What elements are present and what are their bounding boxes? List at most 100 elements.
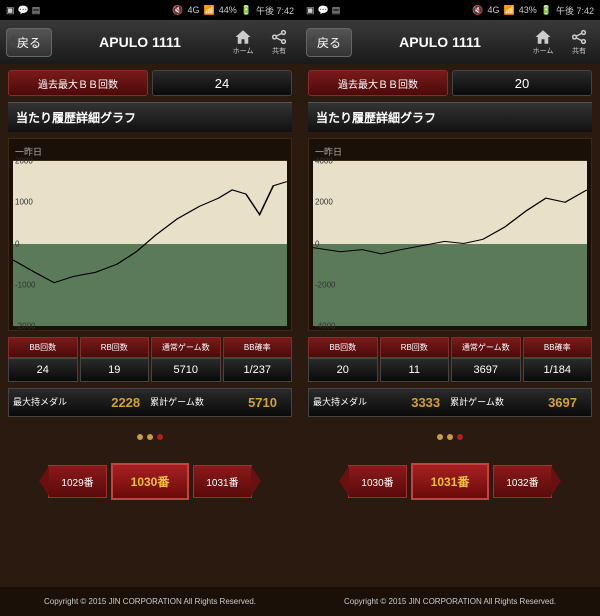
stat-value: 5710	[151, 358, 221, 382]
notif-icon: ▤	[332, 5, 341, 16]
stat-value: 3697	[451, 358, 521, 382]
stat-col: 通常ゲーム数 5710	[151, 337, 221, 382]
stat-col: BB確率 1/237	[223, 337, 293, 382]
next-machine-button[interactable]: 1032番	[493, 465, 551, 498]
mute-icon: 🔇	[172, 5, 183, 16]
signal-icon: 📶	[204, 5, 215, 16]
stat-header: BB確率	[523, 337, 593, 358]
notif-icon: 💬	[318, 5, 329, 16]
battery-label: 44%	[219, 5, 237, 15]
share-button[interactable]: 共有	[264, 28, 294, 56]
bb-max-value: 20	[452, 70, 592, 96]
bb-max-row: 過去最大ＢＢ回数 24	[8, 70, 292, 96]
page-dot[interactable]	[437, 434, 443, 440]
copyright: Copyright © 2015 JIN CORPORATION All Rig…	[300, 587, 600, 616]
stat-col: BB回数 20	[308, 337, 378, 382]
notif-icon: ▣	[6, 5, 15, 16]
page-dots	[8, 423, 292, 449]
stat-header: BB確率	[223, 337, 293, 358]
total-games-label: 累計ゲーム数	[150, 395, 204, 410]
chart-container: 一昨日 400020000-2000-4000	[308, 138, 592, 331]
section-title: 当たり履歴詳細グラフ	[8, 102, 292, 132]
signal-icon: 📶	[504, 5, 515, 16]
time-label: 午後 7:42	[256, 4, 294, 17]
nav-title: APULO 1111	[358, 34, 522, 50]
notif-icon: ▤	[32, 5, 41, 16]
battery-icon: 🔋	[241, 5, 252, 16]
status-bar: ▣ 💬 ▤ 🔇 4G 📶 43% 🔋 午後 7:42	[300, 0, 600, 20]
chart-container: 一昨日 200010000-1000-2000	[8, 138, 292, 331]
nav-bar: 戻る APULO 1111 ホーム 共有	[300, 20, 600, 64]
stat-col: BB確率 1/184	[523, 337, 593, 382]
copyright: Copyright © 2015 JIN CORPORATION All Rig…	[0, 587, 300, 616]
stat-header: BB回数	[8, 337, 78, 358]
back-button[interactable]: 戻る	[306, 28, 352, 57]
stat-value: 24	[8, 358, 78, 382]
stats-grid: BB回数 20 RB回数 11 通常ゲーム数 3697 BB確率 1/184	[308, 337, 592, 382]
stat-value: 11	[380, 358, 450, 382]
nav-title: APULO 1111	[58, 34, 222, 50]
medal-row: 最大持メダル 3333 累計ゲーム数 3697	[308, 388, 592, 417]
battery-icon: 🔋	[541, 5, 552, 16]
stat-value: 1/184	[523, 358, 593, 382]
network-label: 4G	[488, 5, 500, 15]
mute-icon: 🔇	[472, 5, 483, 16]
bb-max-label: 過去最大ＢＢ回数	[8, 70, 148, 96]
chart-period-label: 一昨日	[13, 143, 287, 161]
stat-header: RB回数	[380, 337, 450, 358]
max-medal-label: 最大持メダル	[313, 395, 367, 410]
stats-grid: BB回数 24 RB回数 19 通常ゲーム数 5710 BB確率 1/237	[8, 337, 292, 382]
stat-header: 通常ゲーム数	[151, 337, 221, 358]
page-dot[interactable]	[137, 434, 143, 440]
bb-max-label: 過去最大ＢＢ回数	[308, 70, 448, 96]
stat-col: 通常ゲーム数 3697	[451, 337, 521, 382]
total-games-value: 3697	[548, 395, 577, 410]
page-dot[interactable]	[447, 434, 453, 440]
stat-value: 19	[80, 358, 150, 382]
prev-machine-button[interactable]: 1029番	[48, 465, 106, 498]
max-medal-label: 最大持メダル	[13, 395, 67, 410]
medal-row: 最大持メダル 2228 累計ゲーム数 5710	[8, 388, 292, 417]
share-button[interactable]: 共有	[564, 28, 594, 56]
current-machine[interactable]: 1031番	[411, 463, 490, 500]
battery-label: 43%	[519, 5, 537, 15]
status-bar: ▣ 💬 ▤ 🔇 4G 📶 44% 🔋 午後 7:42	[0, 0, 300, 20]
history-chart[interactable]: 400020000-2000-4000	[313, 161, 587, 326]
bb-max-value: 24	[152, 70, 292, 96]
time-label: 午後 7:42	[556, 4, 594, 17]
stat-header: 通常ゲーム数	[451, 337, 521, 358]
stat-header: BB回数	[308, 337, 378, 358]
section-title: 当たり履歴詳細グラフ	[308, 102, 592, 132]
phone-right: ▣ 💬 ▤ 🔇 4G 📶 43% 🔋 午後 7:42 戻る APULO 1111…	[300, 0, 600, 616]
notif-icon: 💬	[18, 5, 29, 16]
page-dot[interactable]	[457, 434, 463, 440]
home-button[interactable]: ホーム	[228, 28, 258, 56]
page-dots	[308, 423, 592, 449]
max-medal-value: 3333	[411, 395, 440, 410]
prev-machine-button[interactable]: 1030番	[348, 465, 406, 498]
stat-header: RB回数	[80, 337, 150, 358]
chart-period-label: 一昨日	[313, 143, 587, 161]
phone-left: ▣ 💬 ▤ 🔇 4G 📶 44% 🔋 午後 7:42 戻る APULO 1111…	[0, 0, 300, 616]
machine-nav: 1030番 1031番 1032番	[308, 455, 592, 508]
history-chart[interactable]: 200010000-1000-2000	[13, 161, 287, 326]
page-dot[interactable]	[147, 434, 153, 440]
max-medal-value: 2228	[111, 395, 140, 410]
machine-nav: 1029番 1030番 1031番	[8, 455, 292, 508]
back-button[interactable]: 戻る	[6, 28, 52, 57]
page-dot[interactable]	[157, 434, 163, 440]
stat-value: 1/237	[223, 358, 293, 382]
nav-bar: 戻る APULO 1111 ホーム 共有	[0, 20, 300, 64]
home-button[interactable]: ホーム	[528, 28, 558, 56]
stat-col: RB回数 11	[380, 337, 450, 382]
stat-col: BB回数 24	[8, 337, 78, 382]
notif-icon: ▣	[306, 5, 315, 16]
network-label: 4G	[188, 5, 200, 15]
next-machine-button[interactable]: 1031番	[193, 465, 251, 498]
current-machine[interactable]: 1030番	[111, 463, 190, 500]
bb-max-row: 過去最大ＢＢ回数 20	[308, 70, 592, 96]
total-games-label: 累計ゲーム数	[450, 395, 504, 410]
stat-col: RB回数 19	[80, 337, 150, 382]
total-games-value: 5710	[248, 395, 277, 410]
stat-value: 20	[308, 358, 378, 382]
